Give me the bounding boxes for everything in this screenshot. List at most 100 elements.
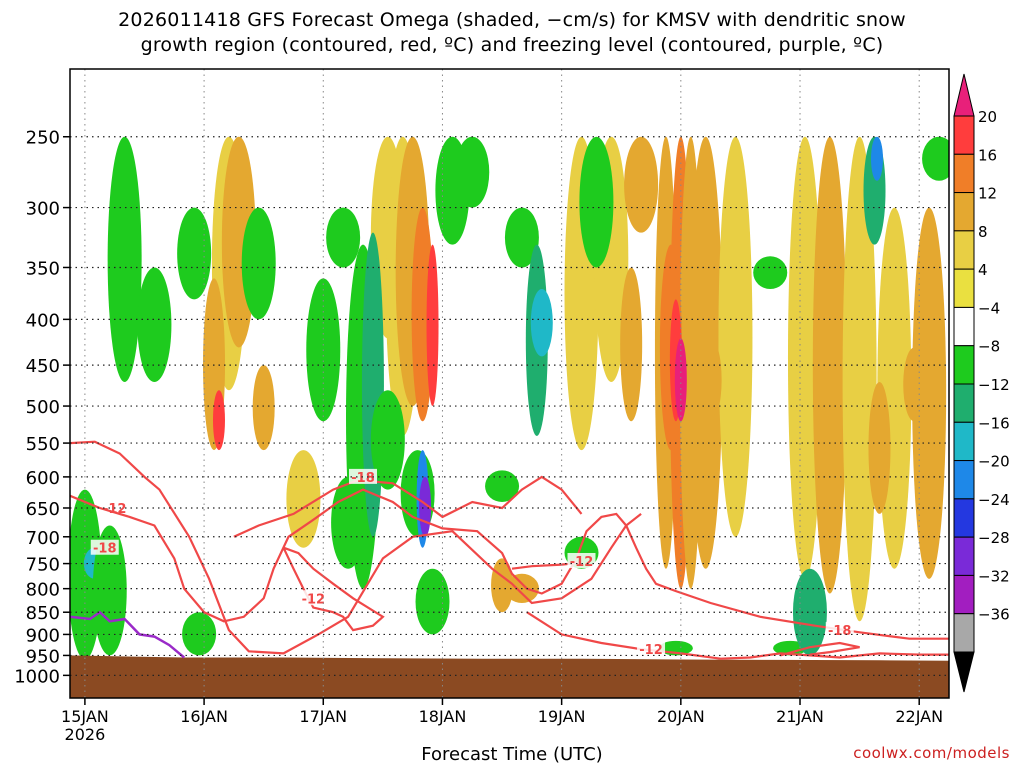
axes: 2503003504004505005506006507007508008509… bbox=[14, 68, 950, 744]
colorbar-segment bbox=[953, 153, 975, 194]
terrain-fill bbox=[70, 655, 949, 698]
y-tick-label: 250 bbox=[26, 128, 60, 149]
omega-cell bbox=[182, 612, 217, 656]
omega-cell bbox=[718, 136, 753, 537]
omega-cell bbox=[326, 207, 361, 268]
colorbar-label: 8 bbox=[978, 223, 988, 241]
y-tick-label: 750 bbox=[26, 555, 60, 576]
colorbar-label: −36 bbox=[978, 606, 1010, 624]
omega-cell bbox=[912, 207, 947, 579]
x-axis-label: Forecast Time (UTC) bbox=[421, 744, 603, 765]
x-tick-label: 18JAN bbox=[419, 707, 467, 726]
omega-cell bbox=[137, 267, 172, 383]
y-tick-label: 450 bbox=[26, 356, 60, 377]
dgz-contour bbox=[779, 641, 860, 657]
y-tick-label: 350 bbox=[26, 258, 60, 279]
colorbar-label: −24 bbox=[978, 491, 1010, 509]
omega-cell bbox=[455, 136, 490, 208]
contour-label-bg bbox=[825, 622, 854, 638]
omega-cell bbox=[620, 267, 643, 422]
y-tick-label: 600 bbox=[26, 468, 60, 489]
dgz-contour-label: -18 bbox=[93, 542, 117, 557]
colorbar-label: 16 bbox=[978, 146, 997, 164]
colorbar-segment bbox=[953, 421, 975, 462]
omega-cell bbox=[252, 365, 275, 451]
omega-cell bbox=[674, 338, 687, 422]
colorbar-label: −28 bbox=[978, 529, 1010, 547]
omega-cell bbox=[177, 207, 212, 300]
colorbar-top-arrow bbox=[953, 73, 975, 117]
omega-cell bbox=[530, 289, 553, 357]
chart-title-line2: growth region (contoured, red, ºC) and f… bbox=[140, 34, 884, 56]
chart-title-line1: 2026011418 GFS Forecast Omega (shaded, −… bbox=[118, 9, 906, 31]
colorbar-bottom-arrow bbox=[953, 651, 975, 693]
x-tick-label: 20JAN bbox=[657, 707, 705, 726]
omega-cell bbox=[870, 136, 883, 181]
omega-cell bbox=[286, 450, 321, 548]
omega-cell bbox=[579, 136, 614, 268]
colorbar-segment bbox=[953, 536, 975, 576]
contour-label-bg bbox=[90, 539, 119, 555]
contour-label-bg bbox=[299, 590, 328, 606]
colorbar-label: −32 bbox=[978, 567, 1010, 585]
omega-cell bbox=[868, 382, 891, 514]
freezing-level-contour bbox=[70, 610, 186, 659]
omega-cell bbox=[504, 207, 539, 268]
omega-cell bbox=[415, 568, 450, 635]
omega-cell bbox=[699, 338, 722, 422]
y-tick-label: 800 bbox=[26, 580, 60, 601]
colorbar-segment bbox=[953, 192, 975, 232]
omega-cell bbox=[426, 244, 439, 407]
dgz-contour-label: -18 bbox=[351, 471, 375, 486]
y-tick-label: 950 bbox=[26, 646, 60, 667]
omega-cell bbox=[241, 207, 276, 320]
dgz-contour-label: -18 bbox=[828, 624, 852, 639]
y-tick-label: 900 bbox=[26, 625, 60, 646]
omega-cell bbox=[92, 525, 127, 656]
y-tick-label: 1000 bbox=[14, 666, 60, 687]
y-tick-label: 300 bbox=[26, 199, 60, 220]
colorbar: 20 16 12 8 4 −4 −8 −12 −16 −20 −24 −28 −32 −36 bbox=[953, 73, 1010, 693]
omega-cell bbox=[370, 390, 405, 490]
colorbar-label: −4 bbox=[978, 299, 1000, 317]
plot-area: -12-18-12-18-12-12-18 bbox=[70, 136, 949, 698]
colorbar-segment bbox=[953, 383, 975, 423]
omega-cell bbox=[107, 136, 142, 383]
x-tick-label: 17JAN bbox=[299, 707, 347, 726]
omega-cell bbox=[485, 470, 520, 502]
colorbar-label: 12 bbox=[978, 185, 997, 203]
x-tick-label: 19JAN bbox=[538, 707, 586, 726]
omega-cell bbox=[624, 136, 659, 233]
contour-label-bg bbox=[567, 552, 596, 568]
omega-cell bbox=[922, 136, 949, 181]
omega-cell bbox=[212, 390, 225, 451]
x-tick-label: 15JAN bbox=[61, 707, 109, 726]
y-tick-label: 850 bbox=[26, 603, 60, 624]
x-year-label: 2026 bbox=[65, 725, 106, 744]
gridlines bbox=[70, 69, 949, 698]
colorbar-segment bbox=[953, 268, 975, 308]
colorbar-label: −8 bbox=[978, 338, 1000, 356]
omega-cell bbox=[842, 136, 877, 622]
credit-link[interactable]: coolwx.com/models bbox=[853, 744, 1010, 762]
colorbar-label: 20 bbox=[978, 108, 997, 126]
colorbar-segment bbox=[953, 230, 975, 270]
colorbar-segment bbox=[953, 345, 975, 385]
colorbar-label: −12 bbox=[978, 376, 1010, 394]
plot-frame bbox=[69, 68, 950, 699]
colorbar-segment bbox=[953, 574, 975, 615]
omega-cell bbox=[792, 568, 827, 656]
colorbar-segment bbox=[953, 460, 975, 500]
dgz-contour bbox=[70, 488, 949, 640]
colorbar-label: −16 bbox=[978, 414, 1010, 432]
dgz-contour-label: -12 bbox=[639, 643, 663, 658]
dgz-contour bbox=[233, 475, 583, 538]
omega-cell bbox=[773, 640, 808, 656]
dgz-contour-label: -12 bbox=[570, 555, 594, 570]
colorbar-segment bbox=[953, 498, 975, 538]
x-tick-label: 22JAN bbox=[895, 707, 943, 726]
contour-label-bg bbox=[637, 641, 666, 657]
contour-label-bg bbox=[349, 468, 377, 484]
dgz-contour bbox=[70, 440, 642, 655]
